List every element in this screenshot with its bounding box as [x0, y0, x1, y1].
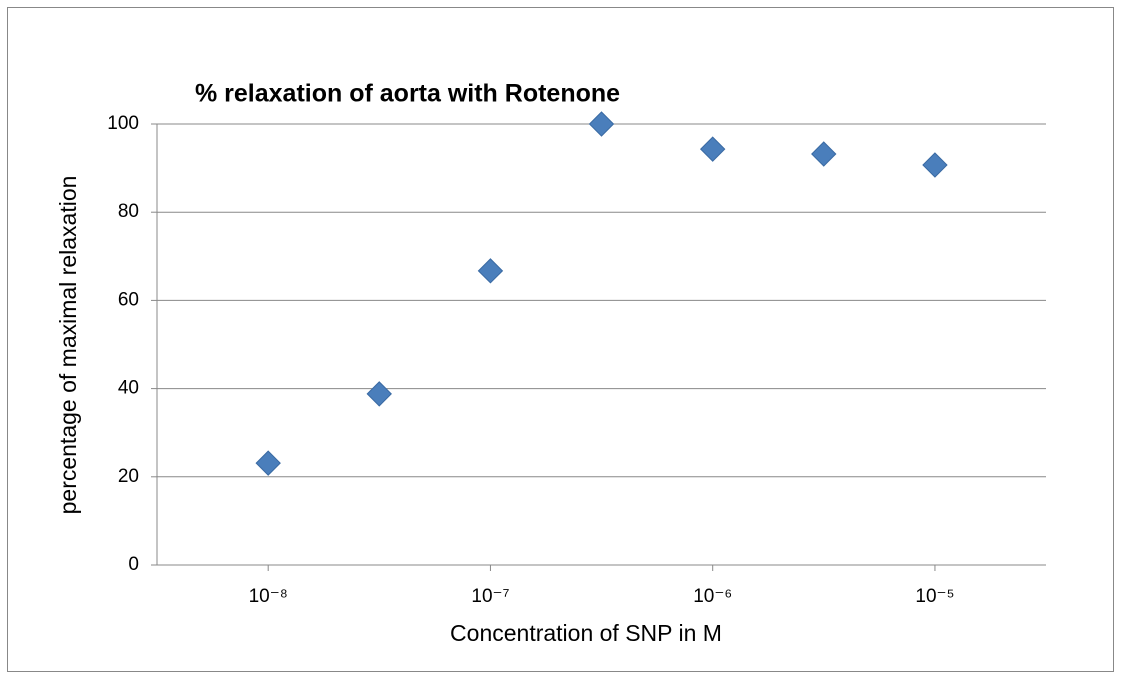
data-point: [366, 381, 392, 407]
y-tick-label: 80: [118, 201, 139, 222]
data-point: [255, 450, 281, 476]
x-axis-label: Concentration of SNP in M: [450, 620, 722, 646]
data-point: [588, 111, 615, 137]
y-tick-label: 100: [107, 113, 139, 134]
data-point: [477, 258, 504, 284]
data-point: [699, 136, 726, 162]
chart-title: % relaxation of aorta with Rotenone: [195, 80, 620, 108]
x-tick-label: 10⁻⁷: [471, 586, 509, 607]
y-tick-label: 20: [118, 466, 139, 487]
x-tick-label: 10⁻⁶: [693, 586, 732, 607]
y-tick-label: 40: [118, 378, 139, 399]
x-tick-label: 10⁻⁸: [249, 586, 288, 607]
chart-frame: [7, 7, 1114, 672]
data-point: [922, 152, 948, 178]
y-tick-label: 60: [118, 289, 139, 310]
y-axis-label: percentage of maximal relaxation: [55, 176, 81, 515]
data-point: [811, 141, 837, 167]
x-tick-label: 10⁻⁵: [915, 586, 954, 607]
y-tick-label: 0: [128, 554, 139, 575]
